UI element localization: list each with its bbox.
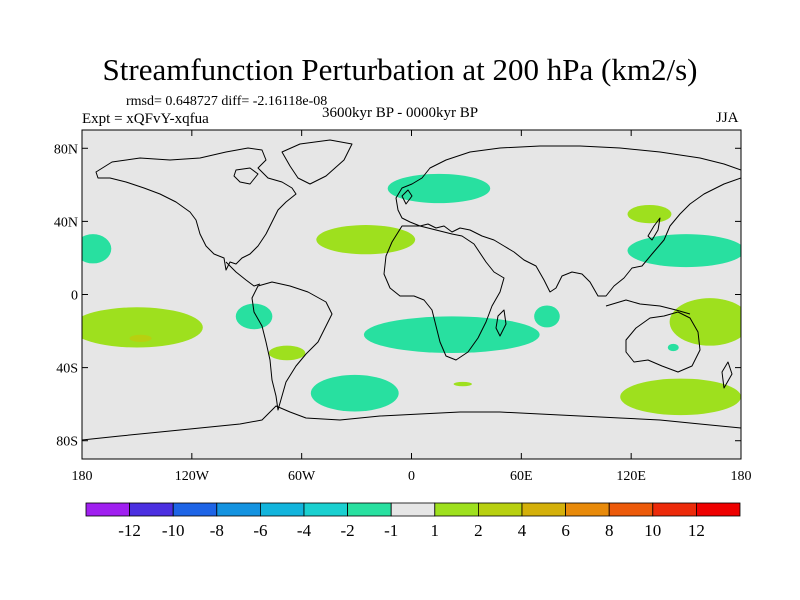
coast-north-america (95, 147, 297, 271)
colorbar-box (216, 502, 261, 517)
colorbar-label: -2 (341, 521, 355, 540)
x-tick-label: 60E (510, 469, 533, 484)
y-tick-label: 40S (56, 362, 78, 377)
colorbar-box (521, 502, 566, 517)
x-tick-label: 120W (175, 469, 210, 484)
colorbar-box (129, 502, 174, 517)
positive-anomaly-south-pacific (620, 378, 741, 416)
colorbar: -12 -10 -8 -6 -4 -2 -1 1 2 4 6 8 10 12 (85, 502, 741, 540)
coast-british-isles (401, 189, 413, 205)
positive-anomaly-southeast-pacific (268, 345, 306, 361)
x-tick-label: 120E (616, 469, 646, 484)
positive-anomaly-central-pacific-south (82, 307, 203, 348)
positive-anomaly-west-pacific-south (669, 298, 741, 346)
x-axis: 180 120W 60W 0 60E 120E 180 (72, 130, 752, 484)
positive-anomaly-japan (627, 204, 672, 224)
y-tick-label: 80N (54, 142, 78, 157)
positive-anomaly-core-central-pacific (129, 334, 152, 343)
negative-anomaly-south-atlantic-indian (363, 316, 540, 353)
colorbar-label: -6 (253, 521, 267, 540)
colorbar-label: -4 (297, 521, 312, 540)
coast-eurasia (395, 145, 741, 297)
colorbar-box (303, 502, 348, 517)
colorbar-label: -12 (118, 521, 141, 540)
positive-anomaly-north-atlantic (316, 225, 416, 255)
colorbar-label: -8 (210, 521, 224, 540)
coast-indonesia (605, 299, 691, 315)
colorbar-box (172, 502, 218, 517)
colorbar-label: 6 (561, 521, 570, 540)
colorbar-label: 4 (518, 521, 527, 540)
colorbar-label: 1 (431, 521, 440, 540)
coast-new-zealand (721, 361, 733, 389)
experiment-text: Expt = xQFvY-xqfua (82, 111, 209, 127)
x-tick-label: 180 (72, 469, 93, 484)
x-tick-label: 0 (408, 469, 415, 484)
x-tick-label: 60W (288, 469, 316, 484)
colorbar-box (434, 502, 479, 517)
chart-title: Streamfunction Perturbation at 200 hPa (… (102, 52, 698, 87)
positive-anomaly-south-africa-small (453, 381, 472, 387)
coastlines (82, 139, 741, 441)
colorbar-box (259, 502, 305, 517)
negative-anomaly-north-atlantic-europe (387, 173, 491, 204)
y-tick-label: 80S (56, 435, 78, 450)
colorbar-box (390, 502, 436, 517)
negative-anomaly-east-pacific-north (82, 234, 112, 264)
y-tick-label: 0 (71, 289, 78, 304)
y-axis: 80N 40N 0 40S 80S (54, 142, 741, 450)
colorbar-label: 10 (644, 521, 661, 540)
colorbar-label: 12 (688, 521, 705, 540)
colorbar-box (608, 502, 654, 517)
coast-central-america (225, 261, 261, 287)
coast-south-america (251, 281, 333, 411)
colorbar-box (477, 502, 523, 517)
negative-anomaly-tasman (667, 343, 679, 352)
coast-japan (647, 217, 661, 241)
colorbar-label: -1 (384, 521, 398, 540)
coast-australia (625, 311, 701, 373)
colorbar-box (85, 502, 130, 517)
colorbar-box (652, 502, 697, 517)
season-text: JJA (716, 110, 739, 126)
coast-hudson-bay (233, 167, 259, 185)
coast-antarctica (82, 405, 741, 441)
negative-anomaly-south-atlantic (310, 374, 399, 412)
y-tick-label: 40N (54, 215, 78, 230)
coast-madagascar (495, 309, 507, 337)
colorbar-box (696, 502, 741, 517)
negative-anomaly-west-pacific-north (627, 234, 741, 268)
coast-greenland (281, 139, 353, 185)
coast-africa (383, 225, 505, 361)
negative-anomaly-indian-ocean (534, 305, 560, 328)
colorbar-label: 8 (605, 521, 614, 540)
anomaly-layer (82, 173, 741, 416)
x-tick-label: 180 (731, 469, 752, 484)
period-text: 3600kyr BP - 0000kyr BP (322, 105, 479, 121)
stats-text: rmsd= 0.648727 diff= -2.16118e-08 (126, 94, 328, 109)
negative-anomaly-east-pacific-tropics (235, 303, 273, 330)
colorbar-label: 2 (474, 521, 483, 540)
colorbar-box (565, 502, 610, 517)
colorbar-box (347, 502, 392, 517)
colorbar-label: -10 (162, 521, 185, 540)
